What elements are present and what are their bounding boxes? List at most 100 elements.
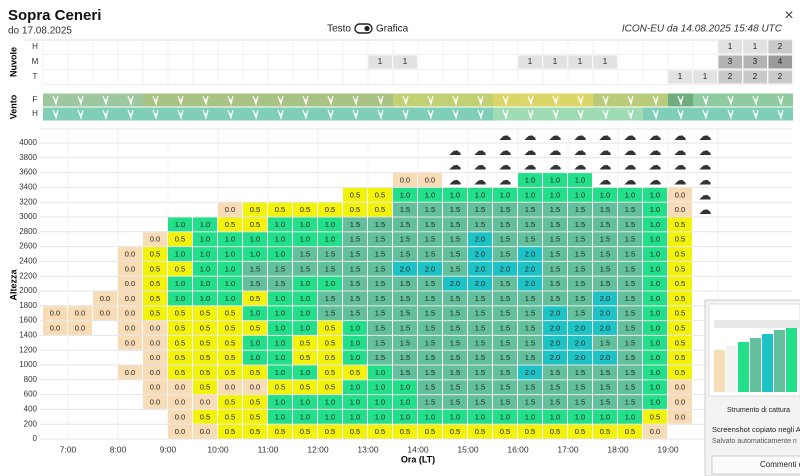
grid-cell xyxy=(243,276,267,291)
cell-value: 0.5 xyxy=(225,309,235,318)
cell-value: 1.0 xyxy=(325,397,335,406)
grid-cell xyxy=(493,380,517,395)
grid-cell xyxy=(393,202,417,217)
cell-value: 1.5 xyxy=(500,338,510,347)
cell-value: 0.5 xyxy=(325,427,335,436)
cell-value: 0.0 xyxy=(150,338,160,347)
close-button[interactable]: × xyxy=(784,7,793,24)
grid-cell xyxy=(343,232,367,247)
cell-value: 0.5 xyxy=(150,279,160,288)
cell-value: 2.0 xyxy=(575,353,585,362)
grid-cell xyxy=(668,202,692,217)
cell-value: 1.5 xyxy=(575,397,585,406)
grid-cell xyxy=(568,395,592,409)
cell-value: 0.0 xyxy=(125,279,135,288)
cell-value: 0.0 xyxy=(175,427,185,436)
grid-cell xyxy=(268,261,292,276)
toggle-left[interactable]: Testo xyxy=(327,24,351,35)
cell-value: 1.0 xyxy=(325,412,335,421)
grid-cell xyxy=(343,217,367,232)
grid-cell xyxy=(668,261,692,276)
cell-value: 0.0 xyxy=(150,235,160,244)
grid-cell xyxy=(343,350,367,365)
toggle-right[interactable]: Grafica xyxy=(376,24,409,35)
grid-cell xyxy=(218,217,242,232)
thumbnail-band xyxy=(762,334,773,392)
wind-arrow xyxy=(427,109,434,120)
grid-cell xyxy=(443,291,467,306)
grid-cell xyxy=(443,232,467,247)
cloud-icon: ☁ xyxy=(599,159,612,174)
wind-arrow xyxy=(352,95,359,106)
cell-value: 1.0 xyxy=(275,397,285,406)
grid-cell xyxy=(518,247,542,261)
grid-cell xyxy=(643,335,667,350)
grid-cell xyxy=(618,321,642,335)
grid-cell xyxy=(493,217,517,232)
cell-value: 1.5 xyxy=(350,264,360,273)
grid-cell xyxy=(468,335,492,350)
wind-arrow xyxy=(677,109,684,120)
popup-button[interactable] xyxy=(711,455,800,475)
cell-value: 1.5 xyxy=(425,294,435,303)
cell-value: 1.0 xyxy=(425,190,435,199)
grid-cell xyxy=(143,321,167,335)
grid-cell xyxy=(318,247,342,261)
grid-cell xyxy=(368,276,392,291)
cell-value: 1.0 xyxy=(425,412,435,421)
cell-value: 1.5 xyxy=(325,264,335,273)
grid-cell xyxy=(168,306,192,321)
x-tick-label: 15:00 xyxy=(457,444,479,454)
cell-value: 1.0 xyxy=(275,294,285,303)
grid-cell xyxy=(668,187,692,202)
wind-arrow xyxy=(627,109,634,120)
grid-cell xyxy=(168,261,192,276)
grid-cell xyxy=(468,202,492,217)
cell-value: 0.0 xyxy=(175,412,185,421)
wind-arrow xyxy=(677,95,684,106)
cell-value: 1.5 xyxy=(625,338,635,347)
grid-cell xyxy=(243,424,267,439)
cell-value: 0.5 xyxy=(200,338,210,347)
grid-cell xyxy=(593,232,617,247)
grid-cell xyxy=(268,232,292,247)
grid-cell xyxy=(168,276,192,291)
cloud-icon: ☁ xyxy=(524,159,537,174)
cell-value: 2.0 xyxy=(550,323,560,332)
cell-value: 1.5 xyxy=(500,220,510,229)
wind-row-label: F xyxy=(33,95,38,104)
cell-value: 1.0 xyxy=(575,190,585,199)
grid-cell xyxy=(468,306,492,321)
cell-value: 1.0 xyxy=(250,353,260,362)
cell-value: 1.5 xyxy=(450,338,460,347)
cloud-value: 1 xyxy=(728,42,733,51)
grid-cell xyxy=(143,276,167,291)
wind-arrow xyxy=(502,95,509,106)
cell-value: 1.0 xyxy=(550,190,560,199)
cell-value: 0.0 xyxy=(675,190,685,199)
cell-value: 2.0 xyxy=(400,264,410,273)
cell-value: 2.0 xyxy=(600,309,610,318)
title: Sopra Ceneri xyxy=(8,7,101,24)
cell-value: 1.5 xyxy=(450,397,460,406)
grid-cell xyxy=(318,350,342,365)
wind-arrow xyxy=(652,109,659,120)
grid-cell xyxy=(193,306,217,321)
cell-value: 1.0 xyxy=(575,412,585,421)
grid-cell xyxy=(518,424,542,439)
cell-value: 0.5 xyxy=(350,427,360,436)
grid-cell xyxy=(618,424,642,439)
grid-cell xyxy=(293,276,317,291)
wind-arrow xyxy=(602,95,609,106)
thumbnail-header xyxy=(714,320,800,328)
y-tick-label: 400 xyxy=(24,405,38,414)
grid-cell xyxy=(293,395,317,409)
grid-cell xyxy=(643,424,667,439)
cloud-cell xyxy=(743,70,767,84)
grid-cell xyxy=(618,380,642,395)
cloud-value: 1 xyxy=(603,57,608,66)
cell-value: 1.0 xyxy=(350,353,360,362)
grid-cell xyxy=(493,232,517,247)
grid-cell xyxy=(168,395,192,409)
cell-value: 1.0 xyxy=(325,235,335,244)
